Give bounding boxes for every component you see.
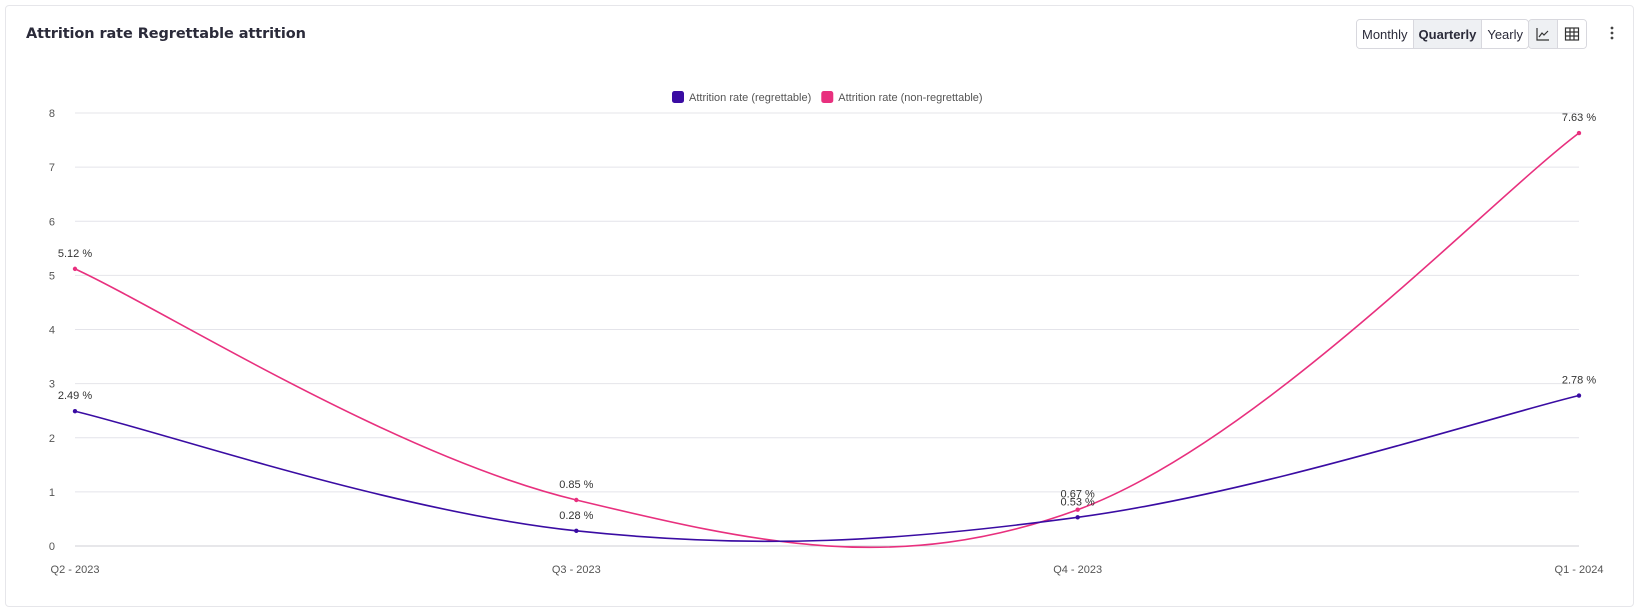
legend-label[interactable]: Attrition rate (non-regrettable) <box>838 92 982 104</box>
grid <box>75 112 1579 547</box>
x-tick-label: Q3 - 2023 <box>552 564 601 576</box>
data-point[interactable] <box>1075 507 1080 512</box>
data-label: 5.12 % <box>58 248 92 260</box>
table-view-button[interactable] <box>1558 20 1586 48</box>
data-label: 0.28 % <box>559 510 593 522</box>
data-point[interactable] <box>1576 130 1582 136</box>
data-point[interactable] <box>1075 515 1080 520</box>
x-tick-label: Q2 - 2023 <box>51 564 100 576</box>
y-tick-label: 8 <box>49 108 55 120</box>
y-tick-label: 7 <box>49 162 55 174</box>
y-tick-label: 3 <box>49 379 55 391</box>
y-tick-label: 5 <box>49 270 55 282</box>
data-label: 0.67 % <box>1061 489 1095 501</box>
x-tick-label: Q1 - 2024 <box>1555 564 1604 576</box>
view-toggle <box>1528 19 1587 49</box>
y-tick-label: 0 <box>49 541 55 553</box>
data-label: 2.78 % <box>1562 375 1596 387</box>
more-vertical-icon <box>1610 26 1614 40</box>
series-line <box>74 394 1580 543</box>
line-chart-icon <box>1536 28 1549 41</box>
period-quarterly-button[interactable]: Quarterly <box>1413 20 1483 48</box>
legend: Attrition rate (regrettable) Attrition ra… <box>672 91 983 104</box>
chart-card: Attrition rate Regrettable attrition Mon… <box>5 5 1634 607</box>
data-label: 2.49 % <box>58 390 92 402</box>
data-point[interactable] <box>1576 393 1582 398</box>
more-options-button[interactable] <box>1603 21 1621 45</box>
y-tick-label: 4 <box>49 325 55 337</box>
y-tick-label: 1 <box>49 487 55 499</box>
axes: 0 1 2 3 4 5 6 7 8 Q2 - 2023 Q3 - 2023 Q4 - 2023 Q1 -… <box>49 108 1604 576</box>
data-point[interactable] <box>72 266 78 272</box>
chart-title: Attrition rate Regrettable attrition <box>26 26 306 42</box>
data-label: 7.63 % <box>1562 112 1596 124</box>
legend-swatch <box>672 91 684 103</box>
data-point[interactable] <box>574 497 579 503</box>
data-label: 0.85 % <box>559 479 593 491</box>
legend-swatch <box>821 91 834 103</box>
data-point[interactable] <box>574 528 579 534</box>
period-monthly-button[interactable]: Monthly <box>1357 20 1414 48</box>
period-toggle: Monthly Quarterly Yearly <box>1356 19 1529 49</box>
period-yearly-button[interactable]: Yearly <box>1482 20 1528 48</box>
line-chart-view-button[interactable] <box>1529 20 1558 48</box>
x-tick-label: Q4 - 2023 <box>1053 564 1102 576</box>
series: 5.12 % 0.85 % 0.67 % 7.63 % 2.49 % 0.28 % 0.53… <box>58 112 1596 549</box>
series-line <box>74 132 1580 549</box>
table-icon <box>1564 27 1580 41</box>
y-tick-label: 6 <box>49 216 55 228</box>
legend-label[interactable]: Attrition rate (regrettable) <box>689 92 811 104</box>
y-tick-label: 2 <box>49 433 55 445</box>
data-label: 0.53 % <box>1061 496 1095 508</box>
data-point[interactable] <box>72 409 78 414</box>
